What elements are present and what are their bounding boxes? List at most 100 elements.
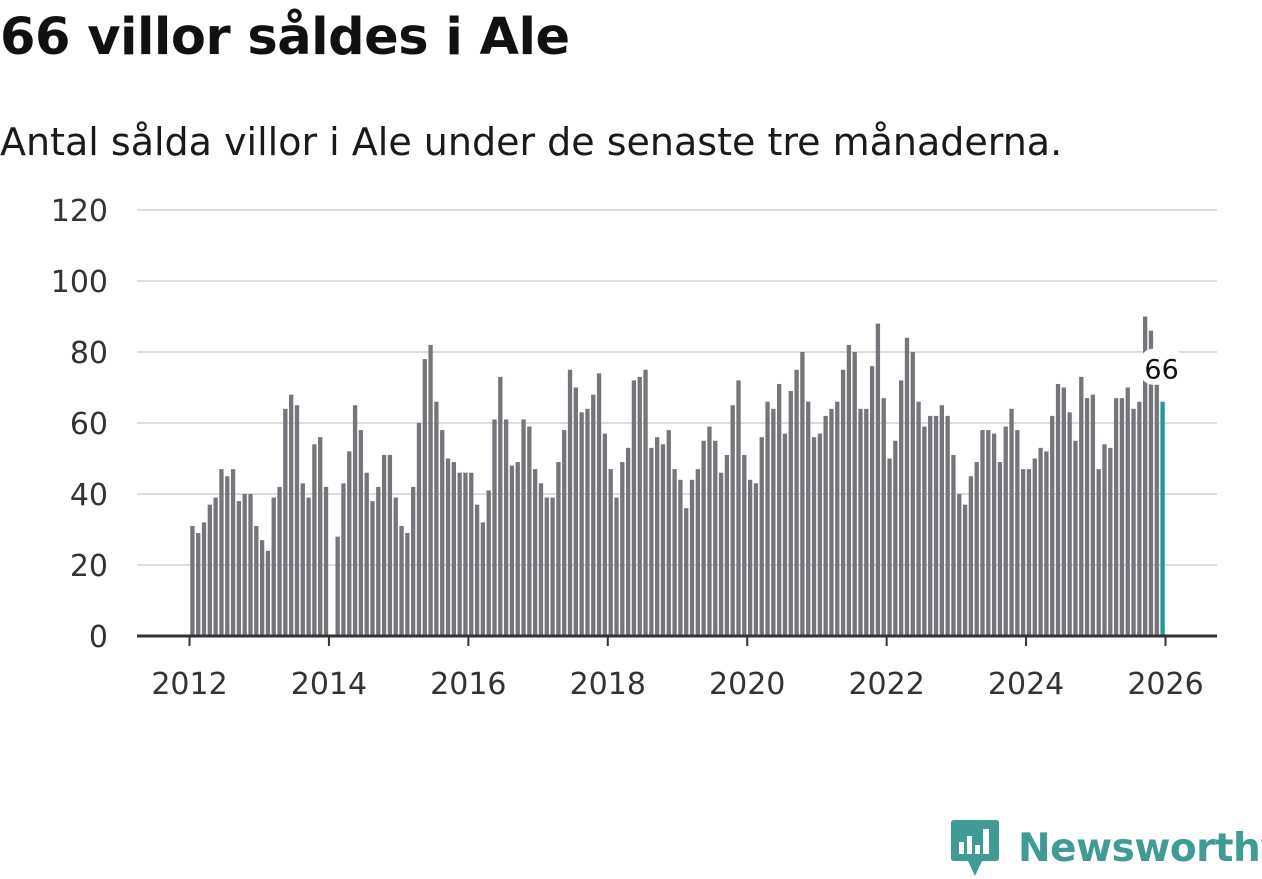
bar [318, 437, 323, 636]
bar [405, 533, 410, 636]
bar [631, 380, 637, 636]
bar [434, 401, 439, 636]
bar [602, 433, 608, 636]
bar [1154, 373, 1159, 636]
bar [928, 415, 933, 636]
x-tick-label: 2022 [848, 667, 924, 702]
bar [1108, 447, 1113, 636]
bar [381, 454, 387, 636]
bar [806, 401, 811, 636]
bar [562, 430, 567, 636]
bar [713, 440, 718, 636]
bar [1148, 330, 1154, 636]
bar [347, 451, 352, 636]
bar [538, 483, 544, 636]
bar [1003, 426, 1008, 636]
bar [265, 550, 271, 636]
bar [498, 376, 503, 636]
bar [1032, 458, 1037, 636]
bar [533, 469, 538, 636]
bar [893, 440, 898, 636]
bar [829, 408, 834, 636]
bar-chart: 0 20 40 60 80 100 120 2012 2014 2016 2018 2020 2022… [51, 194, 1217, 702]
y-tick-label: 40 [70, 478, 108, 513]
bar [236, 501, 242, 636]
bar [294, 405, 300, 636]
bar [492, 419, 497, 636]
x-tick-label: 2018 [570, 667, 646, 702]
bar [620, 462, 625, 636]
bar [579, 412, 584, 636]
bar [277, 486, 282, 636]
bar [1143, 316, 1148, 636]
x-tick-label: 2012 [151, 667, 227, 702]
bar [289, 394, 294, 636]
bar [777, 383, 782, 636]
bar [1102, 444, 1107, 636]
bar [759, 437, 764, 636]
bar [864, 408, 869, 636]
bar [1021, 469, 1026, 636]
bar [411, 486, 416, 636]
bar [625, 447, 631, 636]
bar [230, 469, 236, 636]
y-tick-label: 100 [51, 265, 108, 300]
bar [370, 501, 375, 636]
bar [875, 323, 881, 636]
bar [416, 423, 422, 636]
bar [1084, 398, 1090, 636]
bar [724, 454, 730, 636]
bar [422, 359, 427, 636]
bar [858, 408, 863, 636]
bar [585, 408, 590, 636]
bar [945, 415, 950, 636]
bar [852, 352, 857, 636]
bar [904, 337, 910, 636]
bar [469, 472, 474, 636]
bar [503, 419, 509, 636]
bar [655, 437, 660, 636]
bar [957, 494, 962, 636]
bar [486, 490, 491, 636]
bar [1009, 408, 1014, 636]
bar [869, 366, 875, 636]
bar [840, 369, 846, 636]
bar [1061, 387, 1066, 636]
bar [1125, 387, 1130, 636]
bar [747, 479, 753, 636]
bars [190, 316, 1165, 636]
bar [835, 401, 840, 636]
bar [219, 469, 224, 636]
newsworthy-logo-text: Newsworthy [1018, 825, 1262, 871]
bar-latest [1160, 401, 1165, 636]
bar [213, 497, 218, 636]
bar [962, 504, 968, 636]
bar [573, 387, 578, 636]
bar [567, 369, 573, 636]
bar [254, 525, 259, 636]
y-tick-label: 120 [51, 194, 108, 229]
bar [742, 454, 747, 636]
bar [986, 430, 991, 636]
bar [1096, 469, 1101, 636]
y-tick-label: 20 [70, 549, 108, 584]
bar [1073, 440, 1078, 636]
x-axis-ticks: 2012 2014 2016 2018 2020 2022 2024 2026 [151, 636, 1204, 702]
bar [1044, 451, 1049, 636]
bar [765, 401, 770, 636]
bar [480, 522, 486, 636]
bar [718, 472, 724, 636]
bar [997, 462, 1003, 636]
bar [271, 497, 276, 636]
y-tick-label: 0 [89, 620, 108, 655]
bar [306, 497, 311, 636]
bar [782, 433, 788, 636]
bar [428, 344, 433, 636]
bar [800, 352, 805, 636]
bar [794, 369, 799, 636]
bar [811, 437, 817, 636]
bar [730, 405, 735, 636]
bar [1131, 408, 1136, 636]
bar [974, 462, 979, 636]
bar [207, 504, 212, 636]
